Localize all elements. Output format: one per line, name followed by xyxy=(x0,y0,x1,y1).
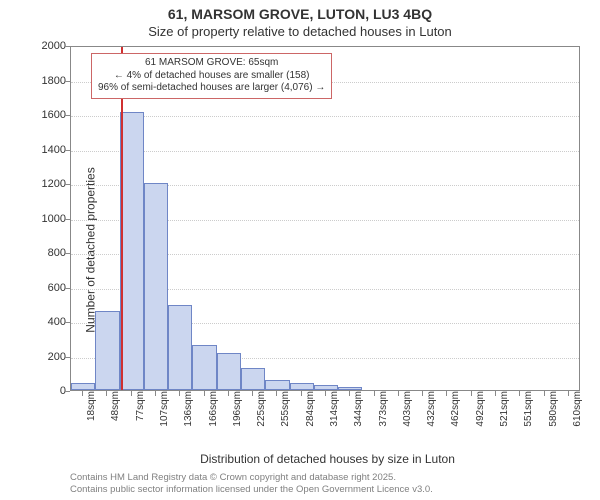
x-tick-label: 432sqm xyxy=(426,391,437,441)
annotation-line-1: 61 MARSOM GROVE: 65sqm xyxy=(98,57,325,70)
x-tick-label: 403sqm xyxy=(402,391,413,441)
bar xyxy=(144,183,168,390)
chart-title-sub: Size of property relative to detached ho… xyxy=(0,24,600,39)
x-tick-label: 225sqm xyxy=(256,391,267,441)
y-tick-label: 600 xyxy=(26,282,66,294)
x-axis-label: Distribution of detached houses by size … xyxy=(70,452,585,466)
plot-area: 61 MARSOM GROVE: 65sqm ← 4% of detached … xyxy=(70,46,580,391)
bar xyxy=(71,383,95,390)
x-tick-label: 284sqm xyxy=(305,391,316,441)
x-tick-label: 344sqm xyxy=(353,391,364,441)
annotation-line-2: ← 4% of detached houses are smaller (158… xyxy=(98,70,325,83)
y-tick-label: 1400 xyxy=(26,144,66,156)
bar xyxy=(168,305,192,390)
credit-line-1: Contains HM Land Registry data © Crown c… xyxy=(70,472,433,484)
x-tick-label: 166sqm xyxy=(208,391,219,441)
y-tick-label: 1800 xyxy=(26,75,66,87)
x-tick-label: 492sqm xyxy=(475,391,486,441)
histogram-chart: 61, MARSOM GROVE, LUTON, LU3 4BQ Size of… xyxy=(0,0,600,500)
x-tick-label: 196sqm xyxy=(232,391,243,441)
x-tick-label: 373sqm xyxy=(378,391,389,441)
y-tick-label: 0 xyxy=(26,385,66,397)
y-tick-label: 800 xyxy=(26,247,66,259)
x-tick-label: 136sqm xyxy=(183,391,194,441)
x-tick-label: 107sqm xyxy=(159,391,170,441)
y-tick-label: 1600 xyxy=(26,109,66,121)
bar xyxy=(241,368,265,390)
bar xyxy=(314,385,338,390)
bar xyxy=(265,380,289,390)
annotation-line-3: 96% of semi-detached houses are larger (… xyxy=(98,82,325,95)
credit-line-2: Contains public sector information licen… xyxy=(70,484,433,496)
x-tick-label: 551sqm xyxy=(523,391,534,441)
credits: Contains HM Land Registry data © Crown c… xyxy=(70,472,433,496)
chart-title-main: 61, MARSOM GROVE, LUTON, LU3 4BQ xyxy=(0,6,600,22)
y-tick-label: 2000 xyxy=(26,40,66,52)
bar xyxy=(192,345,216,390)
bar xyxy=(290,383,314,390)
x-tick-label: 48sqm xyxy=(110,391,121,441)
bar xyxy=(95,311,119,390)
y-tick-label: 1000 xyxy=(26,213,66,225)
bar xyxy=(338,387,362,390)
annotation-box: 61 MARSOM GROVE: 65sqm ← 4% of detached … xyxy=(91,53,332,99)
x-tick-label: 462sqm xyxy=(450,391,461,441)
x-tick-label: 77sqm xyxy=(135,391,146,441)
x-tick-label: 610sqm xyxy=(572,391,583,441)
x-tick-label: 580sqm xyxy=(548,391,559,441)
y-tick-label: 200 xyxy=(26,351,66,363)
y-tick-label: 1200 xyxy=(26,178,66,190)
x-tick-label: 314sqm xyxy=(329,391,340,441)
bar xyxy=(217,353,241,390)
x-tick-label: 18sqm xyxy=(86,391,97,441)
y-tick-label: 400 xyxy=(26,316,66,328)
x-tick-label: 255sqm xyxy=(280,391,291,441)
x-tick-label: 521sqm xyxy=(499,391,510,441)
